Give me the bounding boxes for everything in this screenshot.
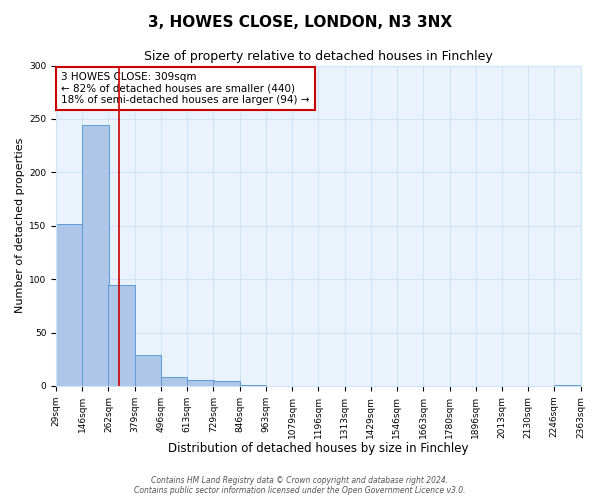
Bar bbox=[109, 284, 135, 386]
Bar bbox=[82, 126, 109, 386]
Bar bbox=[554, 385, 581, 386]
Bar bbox=[135, 355, 161, 386]
Bar bbox=[239, 385, 266, 386]
Bar bbox=[187, 380, 214, 386]
Bar bbox=[56, 224, 82, 386]
Text: Contains HM Land Registry data © Crown copyright and database right 2024.
Contai: Contains HM Land Registry data © Crown c… bbox=[134, 476, 466, 495]
X-axis label: Distribution of detached houses by size in Finchley: Distribution of detached houses by size … bbox=[168, 442, 469, 455]
Text: 3, HOWES CLOSE, LONDON, N3 3NX: 3, HOWES CLOSE, LONDON, N3 3NX bbox=[148, 15, 452, 30]
Bar bbox=[161, 378, 187, 386]
Bar bbox=[214, 380, 239, 386]
Y-axis label: Number of detached properties: Number of detached properties bbox=[15, 138, 25, 314]
Title: Size of property relative to detached houses in Finchley: Size of property relative to detached ho… bbox=[144, 50, 493, 63]
Text: 3 HOWES CLOSE: 309sqm
← 82% of detached houses are smaller (440)
18% of semi-det: 3 HOWES CLOSE: 309sqm ← 82% of detached … bbox=[61, 72, 310, 105]
